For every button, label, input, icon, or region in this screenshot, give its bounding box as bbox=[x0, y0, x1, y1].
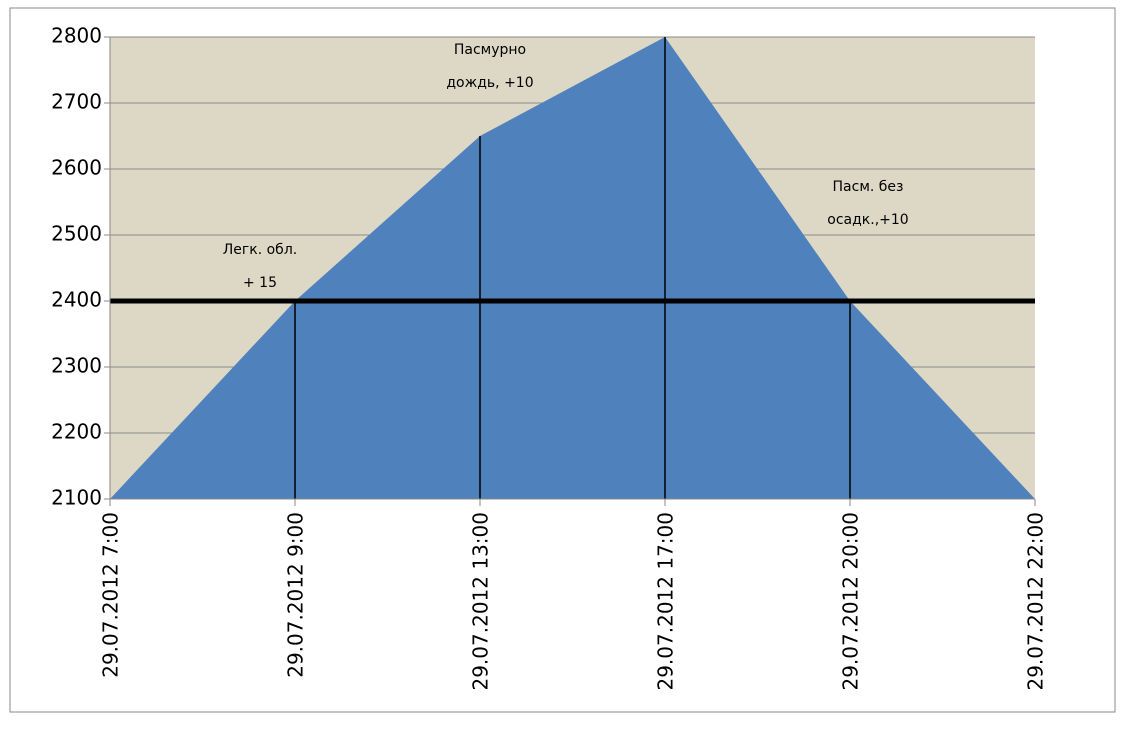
y-tick-label: 2400 bbox=[51, 288, 102, 312]
annotation: Пасмурно bbox=[454, 42, 526, 58]
x-tick-label: 29.07.2012 20:00 bbox=[839, 512, 863, 691]
annotation: + 15 bbox=[243, 275, 277, 291]
y-tick-label: 2500 bbox=[51, 222, 102, 246]
x-tick-label: 29.07.2012 22:00 bbox=[1024, 512, 1048, 691]
y-tick-label: 2700 bbox=[51, 90, 102, 114]
x-tick-label: 29.07.2012 9:00 bbox=[284, 512, 308, 678]
annotation: дождь, +10 bbox=[446, 75, 533, 91]
annotation: Пасм. без bbox=[833, 179, 904, 195]
x-tick-label: 29.07.2012 17:00 bbox=[654, 512, 678, 691]
y-tick-label: 2300 bbox=[51, 354, 102, 378]
x-tick-label: 29.07.2012 7:00 bbox=[99, 512, 123, 678]
annotation: осадк.,+10 bbox=[827, 212, 908, 228]
y-tick-label: 2100 bbox=[51, 486, 102, 510]
y-tick-label: 2600 bbox=[51, 156, 102, 180]
x-tick-label: 29.07.2012 13:00 bbox=[469, 512, 493, 691]
area bbox=[110, 37, 1035, 499]
y-tick-label: 2800 bbox=[51, 24, 102, 48]
y-tick-label: 2200 bbox=[51, 420, 102, 444]
annotation: Легк. обл. bbox=[223, 242, 297, 258]
